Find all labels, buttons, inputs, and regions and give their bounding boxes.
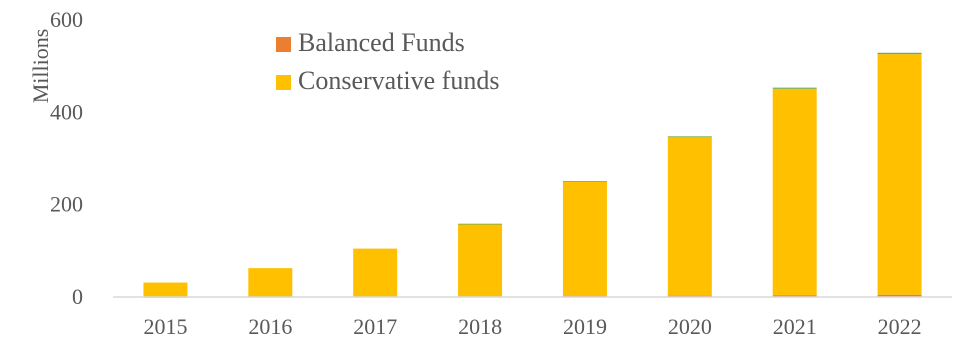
x-tick-label: 2021 [773,314,817,339]
bar-segment-conservative-funds-2021 [772,88,817,296]
y-tick-label: 400 [50,99,83,124]
bar-segment-conservative-funds-2018 [458,223,503,297]
bar-segment-conservative-funds-2017 [353,248,398,297]
bar-segment-other-2021 [772,87,817,89]
bar-segment-other-2020 [667,136,712,138]
x-tick-label: 2018 [458,314,502,339]
x-axis-ticks: 2015 2016 2017 2018 2019 2020 2021 2022 [143,314,921,339]
x-tick-label: 2020 [668,314,712,339]
bar-segment-conservative-funds-2022 [877,54,922,295]
legend-swatch [276,75,291,90]
y-tick-label: 0 [72,284,83,309]
bar-segment-other-2022 [877,52,922,55]
y-tick-label: 200 [50,192,83,217]
x-tick-label: 2017 [353,314,397,339]
y-axis-ticks: 0 200 400 600 [50,7,83,309]
bar-segment-conservative-funds-2016 [248,268,293,297]
x-tick-label: 2022 [878,314,922,339]
bar-segment-balanced-funds-2022 [877,294,922,297]
bar-segment-conservative-funds-2015 [143,282,188,297]
bars [143,52,922,298]
legend-swatch [276,37,291,52]
bar-segment-other-2018 [458,223,503,225]
y-tick-label: 600 [50,7,83,32]
legend: Balanced Funds Conservative funds [276,28,499,95]
legend-label: Conservative funds [298,66,499,95]
x-tick-label: 2015 [143,314,187,339]
legend-label: Balanced Funds [298,28,465,57]
x-tick-label: 2019 [563,314,607,339]
bar-segment-conservative-funds-2020 [667,137,712,296]
y-axis-title: Millions [28,29,53,104]
x-tick-label: 2016 [248,314,292,339]
bar-segment-conservative-funds-2019 [562,181,607,297]
bar-segment-balanced-funds-2021 [772,295,817,297]
bar-segment-other-2019 [562,181,607,182]
